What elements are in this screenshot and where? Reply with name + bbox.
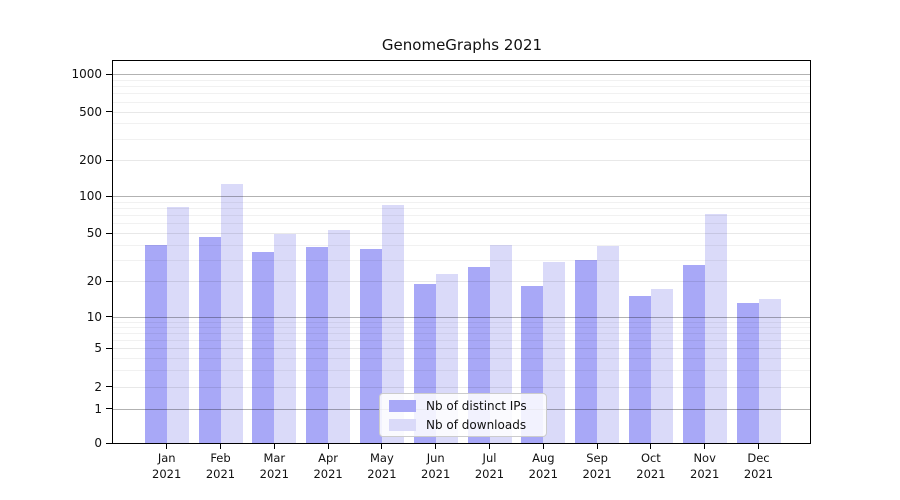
x-tick-label: Jan 2021 — [152, 451, 182, 481]
bar-downloads-sep — [597, 246, 620, 443]
x-tick-label: Jun 2021 — [421, 451, 451, 481]
bar-downloads-jan — [166, 206, 189, 443]
y-tick-label: 500 — [79, 104, 102, 119]
x-tick-label: Mar 2021 — [259, 451, 289, 481]
x-tick-label: Oct 2021 — [636, 451, 666, 481]
y-tick-label: 10 — [86, 309, 102, 324]
x-tick — [273, 444, 275, 449]
x-tick — [542, 444, 544, 449]
y-tick-label: 50 — [86, 226, 102, 240]
y-tick-label: 0 — [94, 436, 102, 450]
bar-distinct-ips-apr — [306, 247, 329, 443]
bar-distinct-ips-sep — [575, 259, 598, 443]
y-tick-label: 100 — [79, 189, 102, 203]
x-tick — [489, 444, 490, 449]
bar-downloads-dec — [758, 299, 781, 443]
y-tick-label: 1 — [94, 401, 102, 416]
bar-distinct-ips-mar — [252, 251, 275, 443]
legend-swatch — [389, 399, 416, 412]
y-tick — [106, 232, 112, 234]
y-tick — [106, 316, 112, 318]
bar-downloads-mar — [274, 234, 297, 443]
y-tick-label: 5 — [94, 341, 102, 356]
bar-downloads-oct — [650, 289, 673, 443]
bar-distinct-ips-jan — [144, 244, 167, 443]
x-tick-label: Nov 2021 — [690, 451, 720, 481]
plot-area — [112, 60, 811, 444]
x-tick — [327, 444, 329, 449]
bars-layer — [113, 61, 810, 443]
bar-downloads-apr — [328, 229, 351, 443]
x-tick-label: Apr 2021 — [313, 451, 343, 481]
legend-label: Nb of distinct IPs — [426, 398, 527, 413]
x-tick-label: Jul 2021 — [474, 451, 505, 481]
x-tick — [220, 444, 221, 449]
x-tick — [381, 444, 383, 449]
y-tick — [106, 195, 112, 197]
x-tick — [758, 444, 759, 449]
y-tick — [106, 280, 112, 282]
bar-downloads-nov — [704, 213, 727, 443]
y-tick — [106, 442, 112, 444]
legend-label: Nb of downloads — [426, 417, 527, 432]
x-tick — [435, 444, 437, 449]
y-tick-label: 2 — [94, 379, 102, 394]
y-tick — [106, 159, 112, 161]
y-tick-label: 1000 — [71, 67, 102, 81]
x-tick — [166, 444, 168, 449]
y-tick — [106, 408, 112, 410]
legend-item: Nb of distinct IPs — [389, 399, 537, 413]
x-tick-label: May 2021 — [367, 451, 397, 481]
bar-distinct-ips-may — [359, 248, 382, 443]
x-tick — [596, 444, 598, 449]
x-tick-label: Feb 2021 — [205, 451, 236, 481]
bar-downloads-aug — [543, 261, 566, 443]
bar-downloads-feb — [220, 184, 243, 443]
x-tick-label: Aug 2021 — [528, 451, 558, 481]
legend-swatch — [389, 418, 416, 431]
x-tick-label: Dec 2021 — [743, 451, 774, 481]
bar-distinct-ips-dec — [736, 303, 759, 443]
bar-downloads-may — [381, 204, 404, 443]
chart-title: GenomeGraphs 2021 — [381, 36, 543, 54]
y-tick — [106, 111, 112, 113]
y-tick — [106, 347, 112, 349]
x-tick-label: Sep 2021 — [582, 451, 612, 481]
x-tick — [704, 444, 706, 449]
y-tick — [106, 386, 112, 388]
y-tick-label: 200 — [79, 153, 102, 167]
bar-distinct-ips-nov — [682, 265, 705, 443]
y-tick-label: 20 — [86, 274, 102, 288]
bar-distinct-ips-oct — [628, 295, 651, 443]
bar-distinct-ips-feb — [198, 237, 221, 443]
y-tick — [106, 73, 112, 75]
x-tick — [650, 444, 652, 449]
legend-item: Nb of downloads — [389, 418, 537, 432]
legend: Nb of distinct IPs Nb of downloads — [379, 393, 547, 437]
